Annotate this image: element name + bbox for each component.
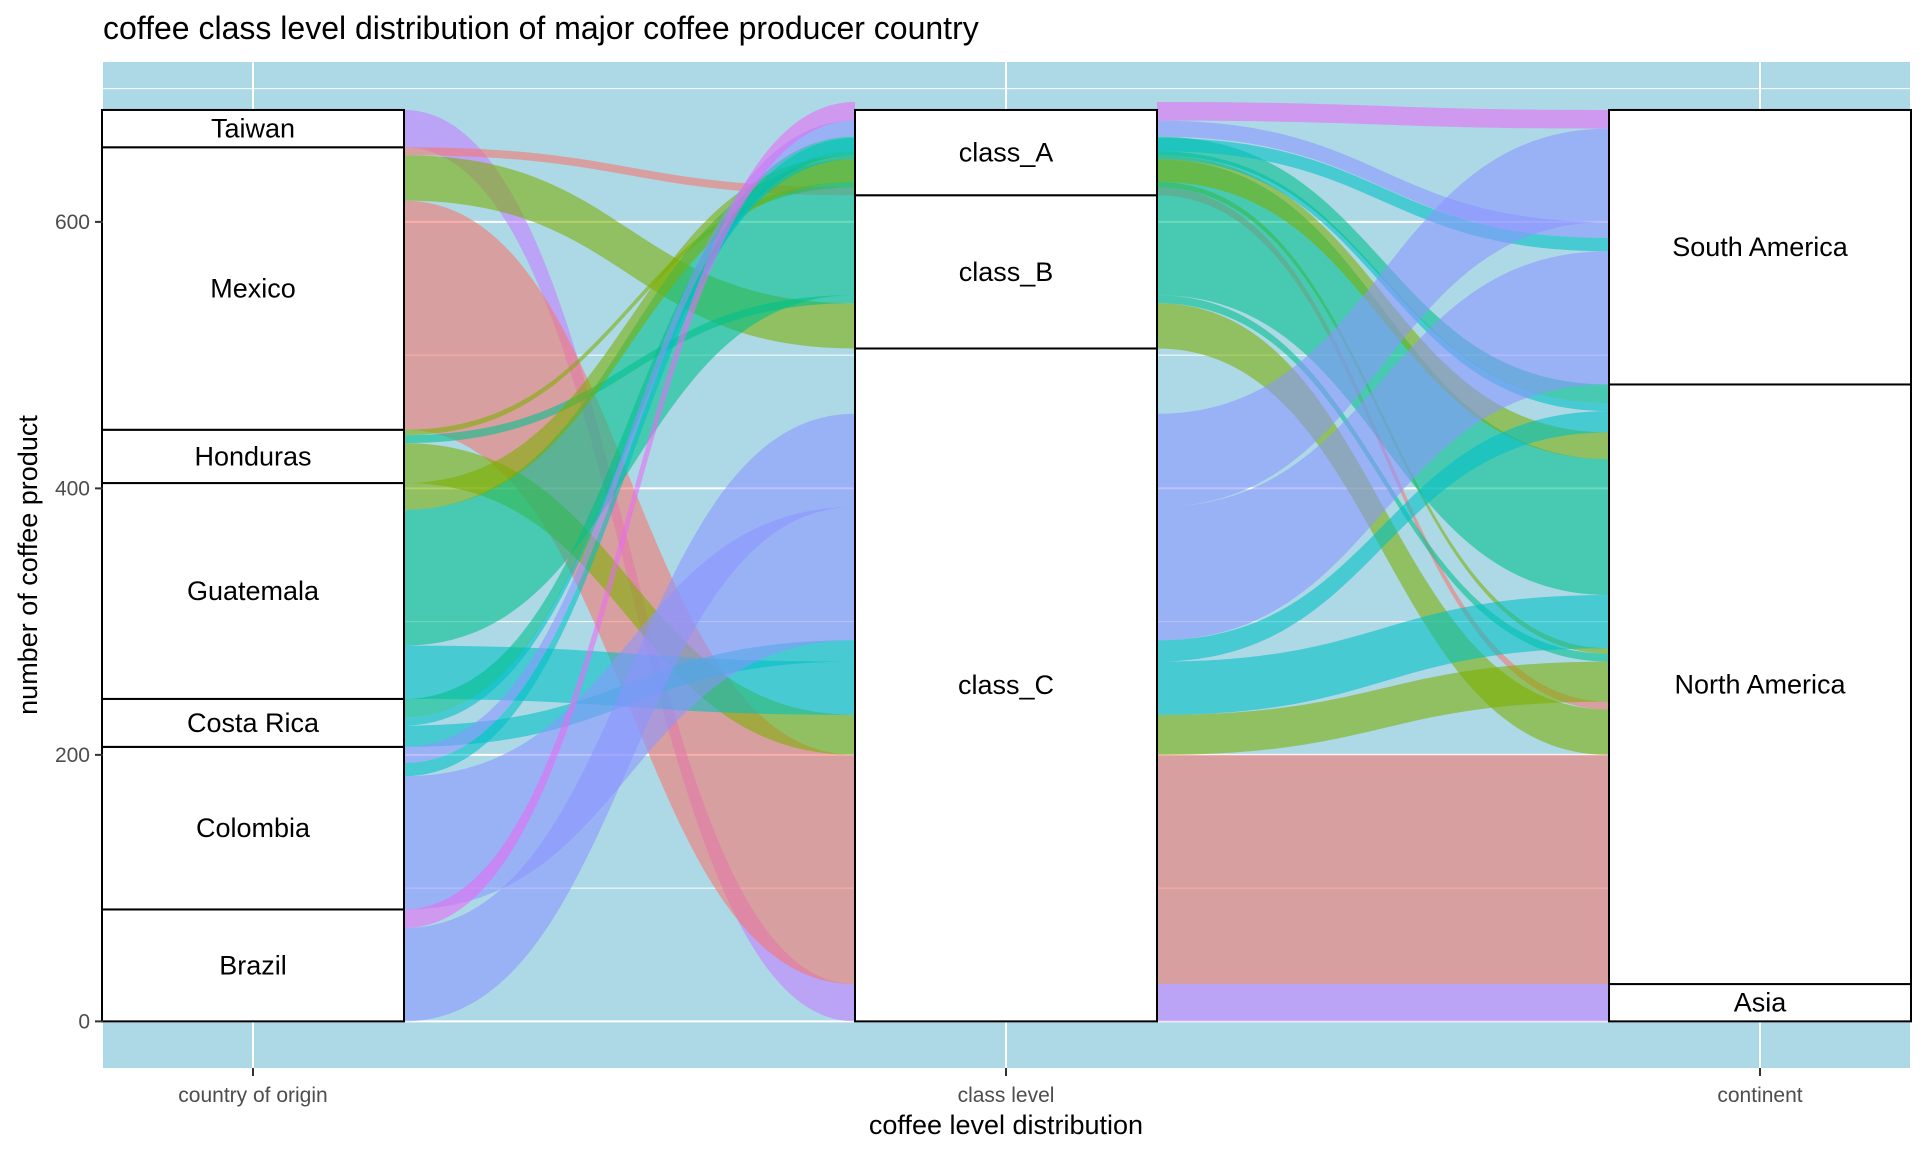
stratum-label-brazil: Brazil [219, 950, 287, 980]
flow-brazil-class-a-segment-2 [1157, 101, 1609, 129]
flow-guatemala-class-b-segment-1 [404, 159, 855, 646]
flow-colombia-class-a-segment-2 [1157, 120, 1609, 238]
x-tick-label-continent: continent [1717, 1084, 1802, 1107]
stratum-label-asia: Asia [1734, 988, 1788, 1018]
stratum-label-class-a: class_A [959, 138, 1054, 168]
stratum-box-colombia [101, 745, 405, 911]
x-tick-label-country-of-origin: country of origin [178, 1084, 327, 1107]
stratum-box-south-america [1608, 108, 1912, 386]
stratum-box-class-b [854, 194, 1158, 350]
stratum-label-south-america: South America [1672, 232, 1849, 262]
chart-title: coffee class level distribution of major… [103, 10, 979, 46]
stratum-box-guatemala [101, 482, 405, 700]
flow-honduras-class-c-segment-1 [404, 443, 855, 755]
stratum-box-honduras [101, 428, 405, 485]
flow-guatemala-class-c-segment-2 [1157, 594, 1609, 715]
stratum-label-guatemala: Guatemala [187, 576, 320, 606]
flow-honduras-class-a-segment-1 [404, 181, 855, 436]
stratum-box-mexico [101, 146, 405, 431]
flow-mexico-class-a-segment-1 [404, 147, 855, 196]
stratum-box-costa-rica [101, 697, 405, 748]
stratum-label-class-c: class_C [958, 670, 1054, 700]
stratum-box-north-america [1608, 383, 1912, 986]
flow-brazil-class-c-segment-1 [404, 413, 855, 1022]
flow-colombia-class-b-segment-2 [1157, 137, 1609, 252]
stratum-box-taiwan [101, 108, 405, 149]
stratum-label-taiwan: Taiwan [211, 114, 295, 144]
stratum-label-north-america: North America [1674, 669, 1846, 699]
stratum-box-class-c [854, 347, 1158, 1023]
x-axis-title: coffee level distribution [869, 1110, 1143, 1140]
flow-guatemala-class-b-segment-2 [1157, 159, 1609, 595]
y-tick-label: 200 [55, 744, 90, 767]
flow-brazil-class-a-segment-1 [404, 101, 855, 929]
flow-costa-rica-class-a-segment-1 [404, 136, 855, 718]
stratum-label-colombia: Colombia [196, 813, 311, 843]
stratum-label-honduras: Honduras [194, 441, 311, 471]
y-tick-label: 400 [55, 477, 90, 500]
stratum-box-class-a [854, 108, 1158, 197]
y-tick-label: 600 [55, 211, 90, 234]
x-axis: country of origin class level continent [178, 1068, 1803, 1107]
y-axis: 0 200 400 600 [55, 211, 103, 1033]
flow-mexico-class-c-segment-2 [1157, 754, 1609, 985]
flow-brazil-class-c-segment-2 [1157, 128, 1609, 508]
flow-bands [404, 101, 1609, 1022]
flow-taiwan-class-c-segment-2 [1157, 984, 1609, 1022]
flow-honduras-class-c-segment-2 [1157, 661, 1609, 755]
flow-colombia-class-b-segment-1 [404, 137, 855, 777]
flow-colombia-class-c-segment-2 [1157, 251, 1609, 641]
flow-guatemala-class-a-segment-1 [404, 155, 855, 510]
y-axis-title: number of coffee product [13, 415, 43, 715]
stratum-label-mexico: Mexico [210, 274, 296, 304]
stratum-label-class-b: class_B [959, 257, 1054, 287]
flow-colombia-class-a-segment-1 [404, 120, 855, 763]
strata: Brazil Colombia Costa Rica Guatemala Hondura… [101, 108, 1912, 1023]
stratum-label-costa-rica: Costa Rica [187, 708, 320, 738]
flow-costa-rica-class-a-segment-2 [1157, 136, 1609, 404]
y-tick-label: 0 [78, 1010, 90, 1033]
x-tick-label-class-level: class level [958, 1084, 1055, 1107]
stratum-box-asia [1608, 983, 1912, 1023]
flow-costa-rica-class-c-segment-2 [1157, 411, 1609, 662]
